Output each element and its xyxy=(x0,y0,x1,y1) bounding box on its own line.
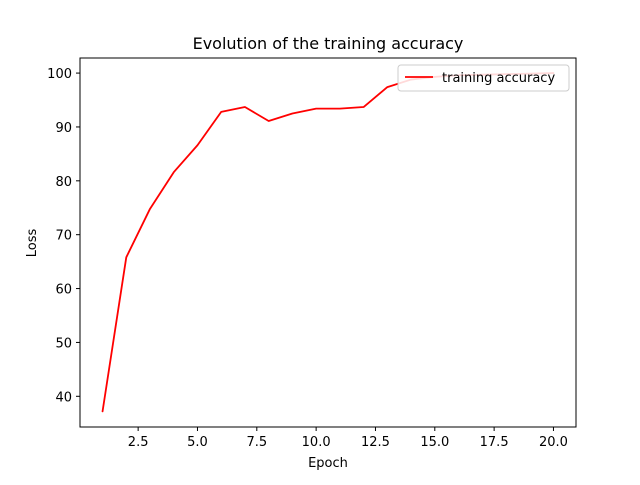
chart-title: Evolution of the training accuracy xyxy=(193,34,464,53)
x-tick-label: 7.5 xyxy=(246,435,267,450)
x-tick-label: 2.5 xyxy=(128,435,149,450)
x-tick-label: 12.5 xyxy=(361,435,390,450)
y-tick-label: 40 xyxy=(55,390,72,405)
legend-label: training accuracy xyxy=(442,71,555,86)
x-tick-label: 17.5 xyxy=(480,435,509,450)
x-tick-label: 5.0 xyxy=(187,435,208,450)
x-tick-label: 10.0 xyxy=(302,435,331,450)
x-tick-label: 15.0 xyxy=(420,435,449,450)
y-tick-label: 90 xyxy=(55,121,72,136)
x-tick-label: 20.0 xyxy=(539,435,568,450)
y-tick-label: 70 xyxy=(55,229,72,244)
x-axis-label: Epoch xyxy=(308,456,348,471)
y-tick-label: 60 xyxy=(55,283,72,298)
y-axis-label: Loss xyxy=(25,229,40,258)
legend: training accuracy xyxy=(398,65,569,91)
y-tick-label: 100 xyxy=(47,67,72,82)
y-tick-label: 80 xyxy=(55,175,72,190)
y-tick-label: 50 xyxy=(55,336,72,351)
